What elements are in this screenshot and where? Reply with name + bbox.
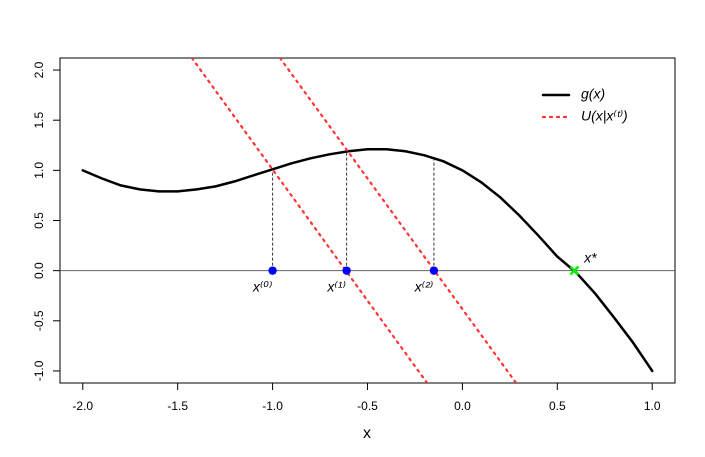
x-tick-label: -1.5	[167, 399, 188, 413]
point-label: x⁽¹⁾	[326, 278, 346, 294]
y-tick-label: 1.0	[32, 162, 46, 179]
x-tick-label: -1.0	[262, 399, 283, 413]
y-tick-label: 0.5	[32, 212, 46, 229]
y-tick-label: -1.0	[32, 360, 46, 381]
y-tick-label: 2.0	[32, 61, 46, 78]
x-axis-label: x	[363, 425, 371, 442]
y-tick-label: 1.5	[32, 112, 46, 129]
point-label: x⁽⁰⁾	[252, 278, 273, 294]
point-label: x*	[583, 249, 597, 265]
y-tick-label: -0.5	[32, 310, 46, 331]
y-tick-label: 0.0	[32, 262, 46, 279]
x-tick-label: 1.0	[644, 399, 661, 413]
point	[429, 266, 439, 275]
point	[342, 266, 351, 275]
plot-area	[81, 58, 654, 383]
legend-label: U(x|x⁽ᵗ⁾)	[581, 108, 628, 124]
point	[569, 265, 580, 276]
point-label: x⁽²⁾	[414, 278, 434, 294]
x-tick-label: -2.0	[72, 399, 93, 413]
series-line	[81, 148, 654, 373]
x-tick-label: 0.0	[454, 399, 471, 413]
legend-label: g(x)	[581, 86, 605, 102]
x-tick-label: 0.5	[549, 399, 566, 413]
point	[268, 266, 277, 275]
x-tick-label: -0.5	[357, 399, 378, 413]
series-line	[190, 58, 518, 383]
